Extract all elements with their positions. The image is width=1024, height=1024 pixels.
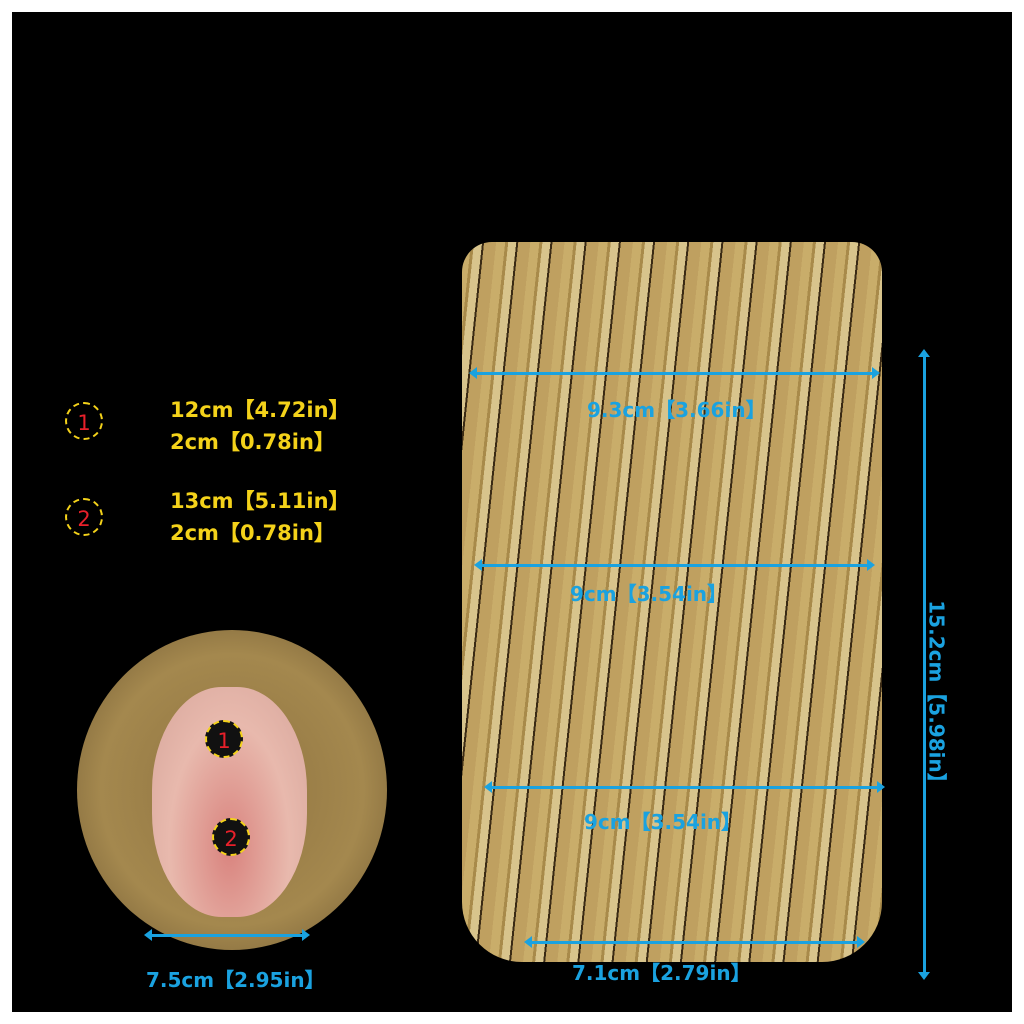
- length-arrow: [918, 349, 930, 980]
- width-label-2: 9cm【3.54in】: [570, 582, 728, 606]
- end-width-label: 7.5cm【2.95in】: [146, 968, 325, 992]
- sleeve-fur: [462, 242, 882, 962]
- end-width-arrow: [144, 929, 310, 941]
- width-arrow-1: [469, 367, 880, 379]
- legend-1: 12cm【4.72in】 2cm【0.78in】: [170, 394, 350, 458]
- legend-2-diameter: 2cm【0.78in】: [170, 521, 335, 545]
- marker-2: 2: [65, 498, 103, 536]
- width-arrow-3: [484, 781, 885, 793]
- end-marker-1: 1: [205, 720, 243, 758]
- width-arrow-2: [474, 559, 875, 571]
- marker-1: 1: [65, 402, 103, 440]
- end-marker-2: 2: [212, 818, 250, 856]
- legend-2-length: 13cm【5.11in】: [170, 489, 350, 513]
- legend-2: 13cm【5.11in】 2cm【0.78in】: [170, 485, 350, 549]
- width-arrow-4: [524, 936, 865, 948]
- width-label-4: 7.1cm【2.79in】: [572, 961, 751, 985]
- product-image: 1 12cm【4.72in】 2cm【0.78in】 2 13cm【5.11in…: [12, 12, 1012, 1012]
- legend-1-length: 12cm【4.72in】: [170, 398, 350, 422]
- length-label: 15.2cm【5.98in】: [924, 600, 949, 793]
- width-label-1: 9.3cm【3.66in】: [587, 398, 766, 422]
- width-label-3: 9cm【3.54in】: [584, 810, 742, 834]
- legend-1-diameter: 2cm【0.78in】: [170, 430, 335, 454]
